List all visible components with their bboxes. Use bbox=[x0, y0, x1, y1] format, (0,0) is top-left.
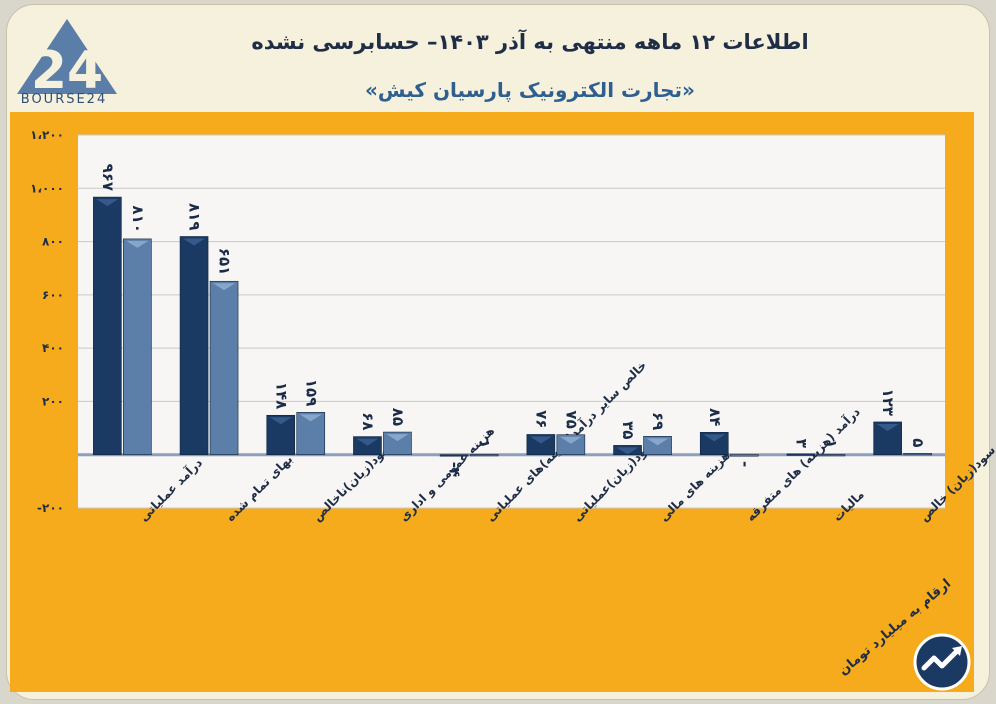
bar-bevel bbox=[646, 438, 669, 446]
bar bbox=[209, 280, 239, 456]
bar-value-label: ۱ bbox=[822, 439, 840, 448]
bar-value-label: ۸۵ bbox=[389, 408, 407, 426]
bar-value-label: ۳۵ bbox=[619, 421, 637, 439]
bar bbox=[729, 454, 759, 457]
bar bbox=[786, 453, 816, 456]
bar-bevel bbox=[559, 436, 582, 444]
chart-subtitle: «تجارت الکترونیک پارسیان کیش» bbox=[365, 78, 695, 102]
bar-value-label: ۶۵۱ bbox=[216, 248, 234, 275]
bar-value-label: ۸۱۰ bbox=[129, 205, 147, 232]
logo-text: BOURSE24 bbox=[20, 92, 108, 107]
bar-bevel bbox=[703, 434, 726, 442]
bar-value-label: ۳ bbox=[792, 439, 810, 448]
chart-title: اطلاعات ۱۲ ماهه منتهی به آذر ۱۴۰۳– حسابر… bbox=[251, 30, 809, 54]
bar bbox=[179, 236, 209, 456]
bar bbox=[903, 453, 932, 456]
bar-value-label: -۴ bbox=[446, 462, 464, 477]
bar-value-label: - bbox=[736, 461, 754, 467]
bar-value-label: ۱ bbox=[476, 439, 494, 448]
bar bbox=[383, 431, 412, 456]
bar bbox=[526, 434, 556, 456]
bar-bevel bbox=[616, 447, 639, 455]
bar-bevel bbox=[529, 436, 552, 444]
bar-bevel bbox=[269, 417, 292, 425]
y-tick-label: ۱،۰۰۰ bbox=[30, 181, 64, 195]
bar bbox=[699, 432, 729, 456]
y-tick-label: -۲۰۰ bbox=[37, 501, 64, 515]
y-tick-label: ۱،۲۰۰ bbox=[30, 128, 64, 142]
bar bbox=[439, 454, 469, 457]
bar-value-label: ۸۱۹ bbox=[186, 203, 204, 230]
bar-value-label: ۱۵۹ bbox=[302, 379, 320, 406]
bar-bevel bbox=[876, 423, 899, 431]
y-tick-label: ۶۰۰ bbox=[42, 288, 64, 302]
bar bbox=[266, 414, 296, 456]
bar-bevel bbox=[213, 283, 236, 291]
bar-value-label: ۱۲۳ bbox=[879, 388, 897, 415]
y-tick-label: ۴۰۰ bbox=[42, 341, 64, 355]
bourse24-logo: 24 bbox=[17, 19, 117, 101]
bar-bevel bbox=[299, 414, 322, 422]
bar-bevel bbox=[183, 238, 206, 246]
bar-value-label: ۶۹ bbox=[649, 412, 667, 430]
bourse-badge-icon bbox=[913, 633, 971, 691]
y-tick-label: ۲۰۰ bbox=[42, 394, 64, 408]
bar-bevel bbox=[356, 438, 379, 446]
bar-value-label: ۶۸ bbox=[359, 412, 377, 430]
bar-value-label: ۷۶ bbox=[532, 410, 550, 428]
bar bbox=[123, 238, 152, 456]
bar-bevel bbox=[126, 240, 149, 248]
bar-bevel bbox=[96, 199, 119, 207]
bar-value-label: ۷۵ bbox=[562, 410, 580, 428]
bar-value-label: ۱۴۸ bbox=[272, 382, 290, 409]
bar-value-label: ۵ bbox=[909, 438, 927, 447]
bar bbox=[816, 454, 846, 457]
bar bbox=[643, 436, 672, 456]
svg-text:24: 24 bbox=[31, 41, 103, 101]
bar bbox=[556, 434, 586, 456]
bar bbox=[469, 454, 499, 457]
bar-bevel bbox=[386, 434, 409, 442]
bar-value-label: ۹۶۷ bbox=[99, 164, 117, 191]
y-tick-label: ۸۰۰ bbox=[42, 235, 64, 249]
bar bbox=[93, 196, 122, 456]
bar-value-label: ۸۴ bbox=[706, 408, 724, 426]
